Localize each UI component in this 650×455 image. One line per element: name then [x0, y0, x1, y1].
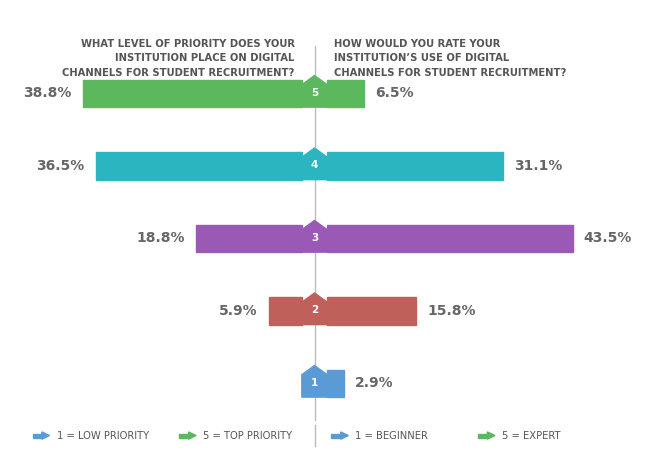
Polygon shape — [302, 221, 327, 252]
Text: 1 = BEGINNER: 1 = BEGINNER — [356, 430, 428, 440]
Text: 5: 5 — [311, 88, 318, 98]
Bar — [268, 297, 302, 324]
Bar — [96, 152, 302, 180]
Bar — [327, 80, 364, 107]
Bar — [32, 434, 42, 438]
Bar — [179, 434, 188, 438]
Text: 18.8%: 18.8% — [136, 232, 185, 245]
Bar — [327, 297, 416, 324]
Bar — [478, 434, 488, 438]
Polygon shape — [488, 432, 495, 439]
Text: 1 = LOW PRIORITY: 1 = LOW PRIORITY — [57, 430, 149, 440]
Text: 3: 3 — [311, 233, 318, 243]
Polygon shape — [302, 76, 327, 107]
Bar — [327, 152, 502, 180]
Polygon shape — [188, 432, 196, 439]
Text: 38.8%: 38.8% — [23, 86, 72, 101]
Text: 5 = TOP PRIORITY: 5 = TOP PRIORITY — [203, 430, 292, 440]
Bar — [327, 225, 573, 252]
Text: 1: 1 — [311, 378, 318, 388]
Text: 36.5%: 36.5% — [36, 159, 84, 173]
Text: 5 = EXPERT: 5 = EXPERT — [502, 430, 560, 440]
Bar — [327, 369, 344, 397]
Bar — [83, 80, 302, 107]
Polygon shape — [302, 148, 327, 180]
Polygon shape — [302, 365, 327, 397]
Text: 2.9%: 2.9% — [355, 376, 393, 390]
Text: 6.5%: 6.5% — [375, 86, 414, 101]
Text: HOW WOULD YOU RATE YOUR
INSTITUTION’S USE OF DIGITAL
CHANNELS FOR STUDENT RECRUI: HOW WOULD YOU RATE YOUR INSTITUTION’S US… — [334, 39, 567, 78]
Polygon shape — [42, 432, 49, 439]
Text: WHAT LEVEL OF PRIORITY DOES YOUR
INSTITUTION PLACE ON DIGITAL
CHANNELS FOR STUDE: WHAT LEVEL OF PRIORITY DOES YOUR INSTITU… — [62, 39, 295, 78]
Text: 5.9%: 5.9% — [218, 304, 257, 318]
Polygon shape — [302, 293, 327, 324]
Bar — [196, 225, 302, 252]
Text: 15.8%: 15.8% — [428, 304, 476, 318]
Text: 43.5%: 43.5% — [584, 232, 632, 245]
Text: 2: 2 — [311, 305, 318, 315]
Bar — [332, 434, 341, 438]
Polygon shape — [341, 432, 348, 439]
Text: 31.1%: 31.1% — [514, 159, 562, 173]
Text: 4: 4 — [311, 160, 318, 170]
